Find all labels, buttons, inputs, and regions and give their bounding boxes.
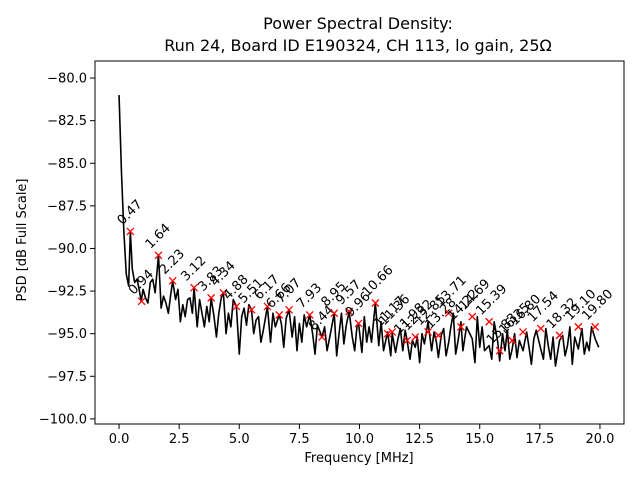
peak-marker	[190, 283, 199, 292]
peak-marker	[232, 302, 241, 311]
peak-marker	[305, 310, 314, 319]
peak-marker	[574, 322, 583, 331]
chart-title-line1: Power Spectral Density:	[263, 14, 453, 33]
peak-marker	[468, 312, 477, 321]
peak-marker	[411, 333, 420, 342]
y-tick-label: −90.0	[47, 242, 87, 257]
peak-marker	[434, 331, 443, 340]
peak-marker	[137, 297, 146, 306]
x-tick-label: 2.5	[169, 432, 190, 447]
peak-marker	[591, 322, 600, 331]
chart-title-line2: Run 24, Board ID E190324, CH 113, lo gai…	[164, 36, 552, 55]
y-tick-label: −85.0	[47, 157, 87, 172]
x-tick-label: 0.0	[109, 432, 130, 447]
peak-marker	[354, 319, 363, 328]
peak-marker	[388, 328, 397, 336]
peak-marker	[403, 336, 412, 345]
x-tick-label: 5.0	[229, 432, 250, 447]
peak-marker	[383, 329, 392, 338]
peak-marker	[457, 322, 465, 331]
y-tick-label: −87.5	[47, 199, 87, 214]
peak-marker	[555, 331, 564, 340]
x-tick-label: 15.0	[465, 432, 494, 447]
peak-marker	[519, 328, 527, 336]
peak-marker	[330, 309, 339, 318]
x-tick-label: 17.5	[525, 432, 554, 447]
peak-marker	[154, 251, 163, 260]
y-tick-label: −80.0	[47, 72, 87, 87]
peak-marker	[126, 227, 135, 236]
y-tick-label: −92.5	[47, 285, 87, 300]
y-tick-label: −95.0	[47, 327, 87, 342]
peak-marker	[275, 310, 284, 319]
peak-marker	[168, 276, 177, 285]
peak-marker	[345, 307, 354, 316]
peak-marker	[508, 336, 517, 345]
peak-marker	[485, 317, 494, 326]
peak-marker	[424, 328, 432, 336]
y-axis-label: PSD [dB Full Scale]	[15, 178, 30, 301]
axes: 0.0 2.5 5.0 7.5 10.0 12.5 15.0 17.5 20.0 −80.0 −82…	[39, 60, 625, 447]
peak-marker	[247, 305, 256, 314]
y-tick-label: −100.0	[39, 412, 87, 427]
peak-marker	[219, 288, 228, 297]
peak-marker	[371, 299, 380, 307]
x-tick-label: 20.0	[585, 432, 614, 447]
peak-marker	[444, 309, 453, 318]
x-tick-label: 10.0	[345, 432, 374, 447]
peak-marker	[285, 305, 294, 314]
y-tick-label: −82.5	[47, 114, 87, 129]
peak-marker	[495, 346, 504, 355]
x-tick-label: 12.5	[405, 432, 434, 447]
x-axis-label: Frequency [MHz]	[304, 451, 413, 466]
y-tick-label: −97.5	[47, 370, 87, 385]
peak-marker	[536, 324, 545, 333]
x-tick-label: 7.5	[289, 432, 310, 447]
peak-marker	[207, 293, 216, 302]
peak-marker	[263, 302, 272, 311]
peak-marker	[318, 333, 326, 342]
